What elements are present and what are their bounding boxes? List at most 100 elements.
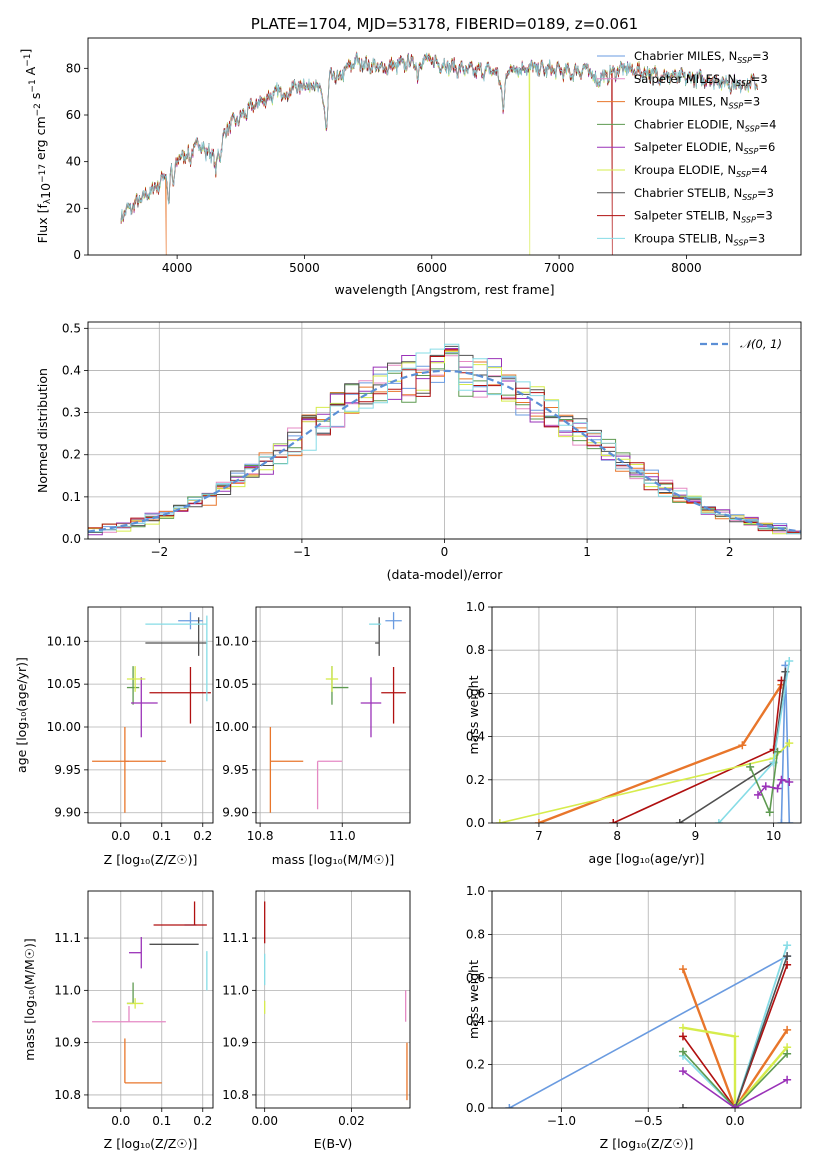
- weight-line-salpeter-elodie: [682, 1070, 788, 1108]
- x-tick-label: −1.0: [547, 1114, 576, 1128]
- axes-frame: [87, 321, 802, 540]
- weight-marker: [731, 1104, 740, 1108]
- y-tick-label: 9.95: [222, 763, 249, 777]
- plot-content: [88, 343, 801, 536]
- spectrum-panel: 4000 5000 6000 7000 8000 0 20 40 60 80 PLATE=1704,…: [18, 15, 802, 297]
- x-tick-label: 0.2: [193, 829, 212, 843]
- legend-subscript: SSP: [736, 79, 751, 88]
- legend-text: Kroupa MILES, N: [634, 95, 729, 109]
- plot-content: [120, 51, 758, 255]
- weight-marker: [783, 941, 792, 950]
- x-tick-label: 11.0: [329, 829, 356, 843]
- y-axis-label: mass [log₁₀(M/M☉)]: [22, 938, 37, 1060]
- y-tick-label: 11.0: [222, 983, 249, 997]
- age-vs-mass-panel: 10.8 11.0 9.90 9.95 10.00 10.05 10.10 mass [log…: [215, 606, 411, 867]
- legend-subscript: SSP: [745, 124, 760, 133]
- legend-text: Salpeter STELIB, N: [634, 209, 741, 223]
- weight-marker: [761, 782, 770, 791]
- x-axis-label: age [log₁₀(age/yr)]: [589, 851, 705, 866]
- x-tick-label: 0: [441, 545, 449, 559]
- weight-marker: [773, 784, 782, 793]
- x-tick-label: 0.1: [152, 1114, 171, 1128]
- weight-marker: [495, 819, 504, 823]
- legend-label: Salpeter MILES, NSSP=3: [634, 72, 768, 88]
- x-tick-label: 2: [726, 545, 734, 559]
- x-tick-label: 7000: [544, 261, 575, 275]
- y-tick-label: 10.8: [54, 1088, 81, 1102]
- x-tick-label: −0.5: [634, 1114, 663, 1128]
- weight-line-kroupa-stelib: [682, 945, 788, 1108]
- x-tick-label: 9: [692, 829, 700, 843]
- weight-marker: [678, 1032, 687, 1041]
- y-axis-label-part: s: [28, 93, 43, 104]
- legend-count: =3: [748, 231, 765, 245]
- weight-line-chabrier-miles: [509, 955, 788, 1108]
- mass-weight-vs-age-panel: 7 8 9 10 0.0 0.2 0.4 0.6 0.8 1.0 age [log₁₀(age/yr…: [466, 600, 802, 866]
- y-axis-label: mass weight: [466, 675, 481, 754]
- y-axis-label-part: −17: [38, 164, 48, 183]
- legend-count: =4: [751, 163, 768, 177]
- weight-marker: [753, 790, 762, 799]
- plot-content: [92, 901, 208, 1084]
- legend-count: =4: [760, 117, 777, 131]
- age-vs-metallicity-panel: 0.0 0.1 0.2 9.90 9.95 10.00 10.05 10.10 Z [log₁₀…: [14, 606, 214, 867]
- legend-text: Kroupa ELODIE, N: [634, 163, 736, 177]
- legend-count: =3: [756, 209, 773, 223]
- x-tick-label: 1: [583, 545, 591, 559]
- plot-area: [88, 607, 213, 823]
- y-tick-label: 1.0: [466, 884, 485, 898]
- x-axis-label: Z [log₁₀(Z/Z☉)]: [600, 1136, 694, 1151]
- weight-marker: [785, 819, 794, 823]
- legend-count: =3: [743, 95, 760, 109]
- chart-title: PLATE=1704, MJD=53178, FIBERID=0189, z=0…: [251, 15, 638, 33]
- legend-subscript: SSP: [742, 193, 757, 202]
- y-tick-label: 9.90: [54, 806, 81, 820]
- legend-label: 𝒩(0, 1): [740, 337, 782, 351]
- legend-text: Kroupa STELIB, N: [634, 231, 734, 245]
- x-axis-label: Z [log₁₀(Z/Z☉)]: [104, 1136, 198, 1151]
- y-tick-label: 10.10: [215, 634, 249, 648]
- normal-curve: [88, 369, 801, 533]
- weight-marker: [777, 819, 786, 823]
- weight-marker: [783, 1025, 792, 1034]
- legend-count: =3: [752, 49, 769, 63]
- y-tick-label: 10.10: [47, 634, 81, 648]
- legend-text: Chabrier MILES, N: [634, 49, 737, 63]
- y-tick-label: 0.6: [466, 686, 485, 700]
- weight-marker: [678, 1104, 687, 1108]
- axes-frame: [87, 606, 214, 824]
- legend-label: Chabrier ELODIE, NSSP=4: [634, 117, 776, 133]
- x-tick-label: 4000: [162, 261, 193, 275]
- weight-marker: [777, 775, 786, 784]
- x-axis-label: E(B-V): [314, 1136, 353, 1151]
- y-tick-label: 0.0: [62, 532, 81, 546]
- axes-frame: [255, 606, 411, 824]
- plot-area: [256, 607, 410, 823]
- y-axis-label-part: −1: [28, 79, 38, 92]
- y-tick-label: 10.00: [47, 720, 81, 734]
- plot-area: [88, 38, 801, 255]
- axes-frame: [491, 890, 802, 1109]
- legend-subscript: SSP: [741, 216, 756, 225]
- y-tick-label: 20: [66, 201, 81, 215]
- y-tick-label: 10.8: [222, 1088, 249, 1102]
- legend-text: Chabrier STELIB, N: [634, 186, 742, 200]
- weight-marker: [675, 819, 684, 823]
- x-axis-label: (data-model)/error: [387, 567, 504, 582]
- y-tick-label: 10.05: [215, 677, 249, 691]
- residual-histogram-panel: −2 −1 0 1 2 0.0 0.1 0.2 0.3 0.4 0.5 (data-model)/er…: [35, 321, 802, 582]
- weight-marker: [746, 762, 755, 771]
- x-axis-label: mass [log₁₀(M/M☉)]: [272, 852, 394, 867]
- y-tick-label: 1.0: [466, 600, 485, 614]
- weight-line-chabrier-elodie: [682, 1051, 788, 1108]
- weight-line-kroupa-miles: [681, 968, 789, 1108]
- axes-frame: [87, 890, 214, 1109]
- hist-step-kroupa-stelib: [88, 343, 801, 536]
- weight-marker: [785, 777, 794, 786]
- legend-count: =3: [751, 72, 768, 86]
- x-tick-label: −2: [150, 545, 168, 559]
- y-tick-label: 10.00: [215, 720, 249, 734]
- x-tick-label: 0.00: [251, 1114, 278, 1128]
